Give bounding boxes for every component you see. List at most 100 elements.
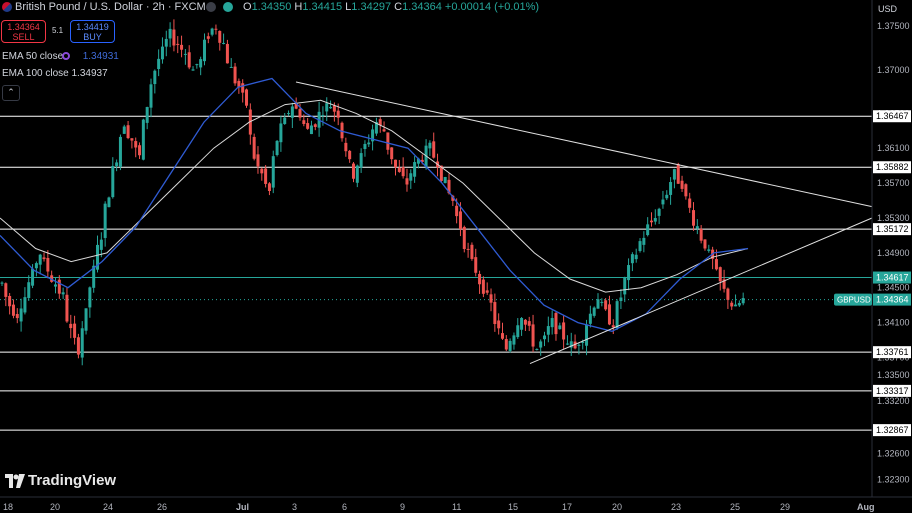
candle-body [458,211,462,230]
candle-body [394,159,398,168]
candle [520,317,524,336]
collapse-legend-button[interactable]: ⌃ [2,85,20,101]
candle [0,281,4,287]
candle [394,159,398,176]
candle-body [279,123,283,143]
candle-body [374,122,378,134]
candle-body [348,150,352,160]
candle-body [607,304,611,325]
indicator-ema100[interactable]: EMA 100 close 1.34937 [2,68,108,79]
chevron-up-icon: ⌃ [7,87,15,97]
candle-body [455,205,459,217]
candle-body [187,52,191,68]
candle-body [646,224,650,236]
candle-body [309,125,313,135]
candle [279,115,283,152]
candle [229,58,233,68]
candle [630,252,634,272]
candle [562,315,566,350]
candle-body [134,141,138,148]
ema-lines [0,77,749,332]
candle [649,212,653,227]
candle-body [222,42,226,44]
candle [111,157,115,199]
settings-gear-icon[interactable] [62,52,70,60]
chart-title[interactable]: British Pound / U.S. Dollar · 2h · FXCM [15,1,206,13]
candle-body [462,226,466,249]
candle-body [600,301,604,303]
candle-body [718,267,722,282]
y-tick-label: 1.33500 [877,370,910,380]
candle-body [50,275,54,282]
candle-body [737,303,741,306]
candle-body [115,162,119,167]
candle [642,231,646,253]
candle-body [397,167,401,172]
ema50-line [0,77,749,332]
candle-body [329,106,333,109]
candle-body [504,339,508,350]
candle-body [478,273,482,285]
candle-body [264,168,268,184]
candle [267,182,271,196]
candle-body [275,140,279,156]
candle [734,294,738,307]
y-tick-label: 1.36100 [877,143,910,153]
candle [730,300,734,310]
candle-body [409,173,413,181]
visibility-dot-icon[interactable] [206,2,216,12]
candle-body [416,158,420,164]
candle [210,27,214,37]
x-tick-label: 24 [103,502,113,512]
candle-body [516,325,520,338]
candle [439,165,443,183]
candle-body [31,268,35,286]
candle-body [512,335,516,345]
candle-body [672,169,676,180]
candle-body [390,147,394,160]
candle [600,298,604,307]
candle [275,140,279,157]
candle [409,169,413,189]
level-price-tag [873,346,911,359]
level-price-tag [873,223,911,236]
y-tick-label: 1.32300 [877,475,910,485]
candle-body [233,66,237,84]
candle-body [734,304,738,307]
candle [233,62,237,86]
candle-body [623,277,627,295]
indicator-ema50[interactable]: EMA 50 close 1.34931 [2,51,119,62]
time-axis[interactable]: 18 20 24 26 Jul 3 6 9 11 15 17 20 23 25 29 Aug [3,502,875,512]
x-tick-label: 6 [342,502,347,512]
x-tick-label: 17 [562,502,572,512]
candle-body [34,263,38,269]
candle [390,147,394,165]
candle-body [726,288,730,300]
gbp-flag-icon [2,2,12,12]
candle [627,258,631,291]
candle-body [103,203,107,238]
candle-body [267,183,271,192]
candle [611,319,615,335]
candle-body [535,348,539,350]
candle [191,66,195,71]
candle [577,343,581,355]
candle-body [634,254,638,260]
buy-button[interactable]: 1.34419 BUY [70,20,115,43]
candle-body [428,142,432,149]
candle-body [199,59,203,68]
candle-body [76,337,80,355]
candle [405,168,409,192]
candle [138,142,142,160]
candle-body [474,257,478,273]
candle-body [11,304,15,316]
y-tick-label: 1.34100 [877,318,910,328]
tradingview-logo-icon [5,474,25,488]
candle [413,156,417,183]
candle [38,253,42,275]
sell-button[interactable]: 1.34364 SELL [1,20,46,43]
candle [497,313,501,335]
candle-body [581,341,585,343]
candle-body [481,279,485,294]
